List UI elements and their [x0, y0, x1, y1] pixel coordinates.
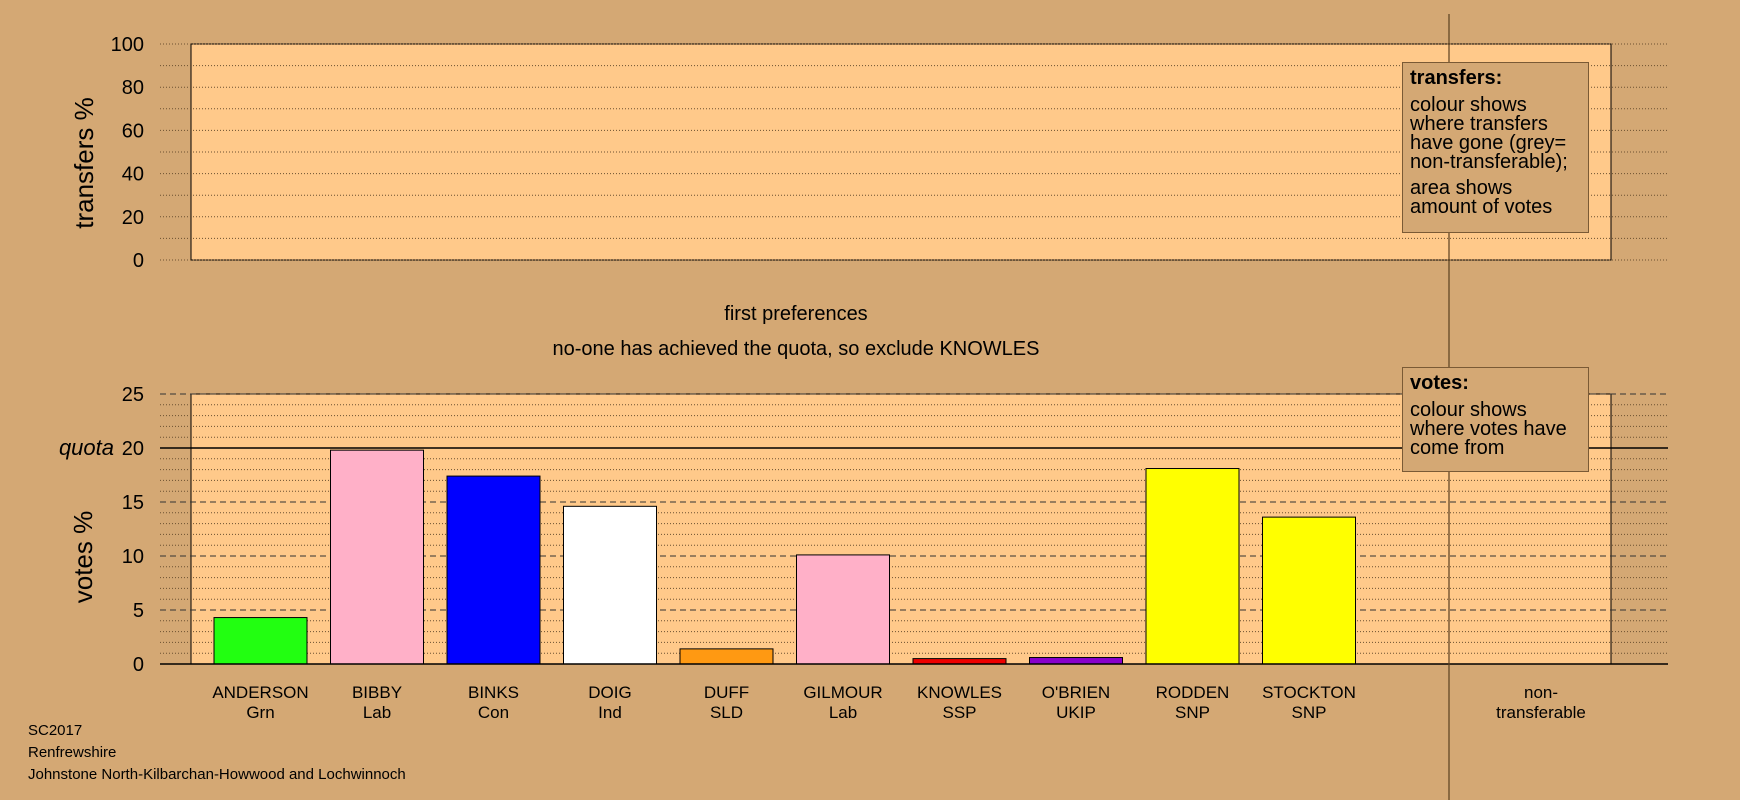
bar-doig: [563, 505, 657, 665]
votes-y-axis-label: votes %: [68, 511, 98, 604]
bar-knowles: [912, 658, 1007, 665]
chart-title: first preferences: [724, 303, 867, 325]
candidate-party-label: SNP: [1175, 703, 1210, 722]
candidate-name-label: ANDERSON: [212, 683, 308, 702]
candidate-party-label: Lab: [829, 703, 857, 722]
footer-election: SC2017: [28, 722, 83, 739]
bar-anderson: [213, 617, 308, 665]
candidate-party-label: Grn: [246, 703, 274, 722]
transfers-y-tick-label: 100: [111, 34, 144, 56]
candidate-name-label: BINKS: [468, 683, 519, 702]
votes-legend-title: votes:: [1410, 372, 1469, 394]
nontransferable-label-line2: transferable: [1496, 703, 1586, 722]
votes-legend-text: colour shows where votes have come from: [1410, 399, 1567, 459]
candidate-name-label: STOCKTON: [1262, 683, 1356, 702]
candidate-party-label: SNP: [1292, 703, 1327, 722]
transfers-y-tick-label: 80: [122, 77, 144, 99]
quota-label: quota: [59, 435, 114, 460]
transfers-legend-area-text: area shows amount of votes: [1410, 177, 1553, 218]
candidate-party-label: SSP: [942, 703, 976, 722]
candidate-name-label: RODDEN: [1156, 683, 1230, 702]
candidate-name-label: GILMOUR: [803, 683, 882, 702]
bar-gilmour: [796, 554, 890, 665]
bar-rodden: [1145, 468, 1240, 665]
transfers-legend-title: transfers:: [1410, 67, 1503, 89]
candidate-name-label: KNOWLES: [917, 683, 1002, 702]
candidate-party-label: Ind: [598, 703, 622, 722]
votes-y-tick-label: 20: [122, 438, 144, 460]
candidate-party-label: Lab: [363, 703, 391, 722]
footer-ward: Johnstone North-Kilbarchan-Howwood and L…: [28, 766, 406, 783]
votes-y-tick-label: 0: [133, 654, 144, 676]
footer: SC2017 Renfrewshire Johnstone North-Kilb…: [28, 720, 406, 786]
votes-plot-area: [190, 393, 1612, 665]
transfers-y-tick-label: 0: [133, 250, 144, 272]
candidate-name-label: O'BRIEN: [1042, 683, 1110, 702]
candidate-name-label: DUFF: [704, 683, 749, 702]
bar-duff: [679, 648, 774, 665]
bar-binks: [446, 475, 541, 665]
candidate-name-label: BIBBY: [352, 683, 402, 702]
bar-obrien: [1029, 657, 1123, 665]
bar-stockton: [1262, 516, 1356, 665]
transfers-y-axis-label: transfers %: [69, 97, 99, 229]
candidate-party-label: Con: [478, 703, 509, 722]
votes-y-tick-label: 15: [122, 492, 144, 514]
votes-y-tick-label: 10: [122, 546, 144, 568]
votes-legend: votes: colour shows where votes have com…: [1402, 367, 1589, 472]
nontransferable-label-line1: non-: [1524, 683, 1558, 702]
transfers-legend-text: colour shows where transfers have gone (…: [1410, 94, 1568, 173]
votes-y-tick-label: 5: [133, 600, 144, 622]
transfers-y-tick-label: 40: [122, 164, 144, 186]
candidate-party-label: UKIP: [1056, 703, 1096, 722]
footer-council: Renfrewshire: [28, 744, 117, 761]
candidate-party-label: SLD: [710, 703, 743, 722]
bar-bibby: [330, 449, 424, 665]
transfers-panel: 0 20 40 60 80 100 transfers %: [69, 34, 1668, 272]
transfers-y-tick-label: 20: [122, 207, 144, 229]
chart-subtitle: no-one has achieved the quota, so exclud…: [553, 338, 1040, 360]
transfers-legend: transfers: colour shows where transfers …: [1402, 62, 1589, 233]
transfers-y-tick-label: 60: [122, 120, 144, 142]
votes-y-tick-label: 25: [122, 384, 144, 406]
candidate-name-label: DOIG: [588, 683, 631, 702]
